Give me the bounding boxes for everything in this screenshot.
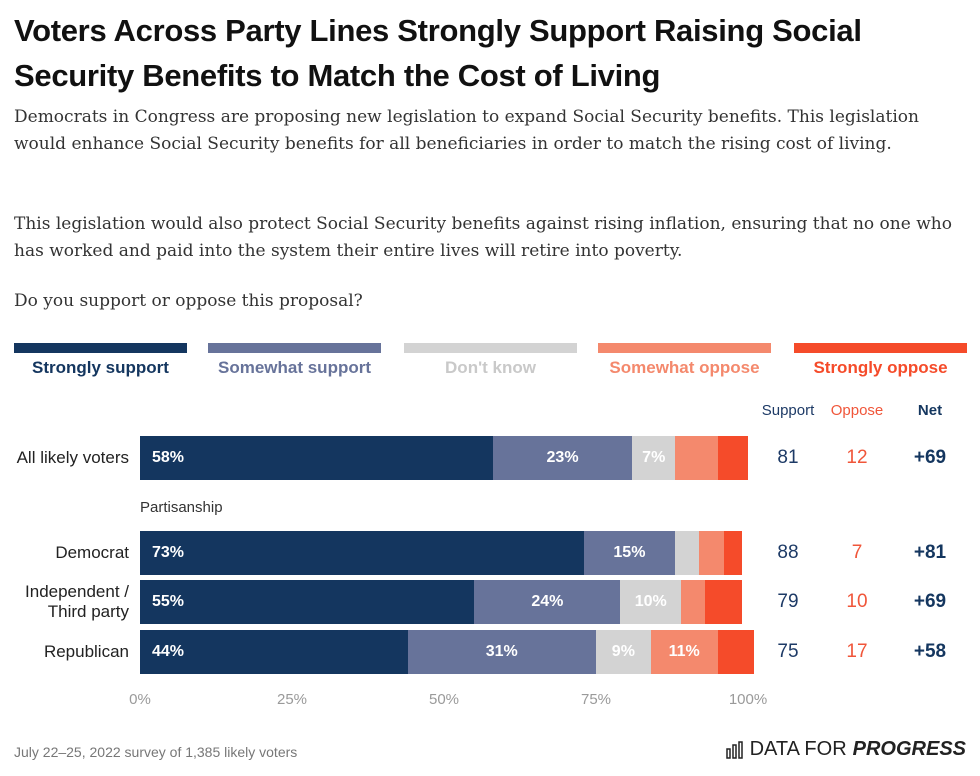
- legend-label: Somewhat support: [217, 358, 371, 377]
- bar-segment: [140, 630, 408, 674]
- oppose-value: 17: [846, 641, 868, 662]
- column-header: Support: [761, 402, 815, 419]
- oppose-value: 7: [851, 542, 863, 563]
- net-value: +81: [913, 542, 947, 563]
- x-tick-label: 25%: [276, 691, 308, 708]
- bar-segment: [140, 531, 584, 575]
- bar-segment: [492, 436, 633, 480]
- bar-segment: [717, 436, 748, 480]
- value-label: 31%: [485, 643, 518, 660]
- oppose-value: 12: [846, 447, 868, 468]
- chart-title: Voters Across Party Lines Strongly Suppo…: [14, 13, 862, 93]
- column-header: Net: [917, 402, 943, 419]
- bar-segment: [474, 580, 621, 624]
- value-label: 10%: [634, 593, 667, 610]
- legend-swatch: [794, 343, 967, 353]
- net-value: +58: [913, 641, 947, 662]
- legend-label: Don't know: [445, 358, 536, 377]
- bar-segment: [650, 630, 718, 674]
- bar-segment: [140, 436, 493, 480]
- legend-swatch: [598, 343, 771, 353]
- value-label: 58%: [152, 449, 185, 466]
- bar-segment: [705, 580, 742, 624]
- oppose-value: 10: [846, 591, 868, 612]
- x-tick-label: 75%: [580, 691, 612, 708]
- category-label: Independent / Third party: [25, 582, 129, 621]
- value-label: 24%: [531, 593, 564, 610]
- legend-label: Somewhat oppose: [609, 358, 760, 377]
- legend-swatch: [14, 343, 187, 353]
- legend-label: Strongly oppose: [813, 358, 948, 377]
- value-label: 15%: [613, 544, 646, 561]
- bar-segment: [632, 436, 676, 480]
- bar-segment: [723, 531, 742, 575]
- net-value: +69: [913, 591, 947, 612]
- bar-segment: [583, 531, 676, 575]
- brand: DATA FOR PROGRESS: [725, 738, 966, 761]
- bar-segment: [675, 531, 700, 575]
- x-tick-label: 100%: [728, 691, 768, 708]
- bar-segment: [596, 630, 651, 674]
- brand-text: DATA FOR: [749, 738, 847, 760]
- bar-segment: [675, 436, 718, 480]
- net-value: +69: [913, 447, 947, 468]
- bar-segment: [717, 630, 755, 674]
- footnote: July 22–25, 2022 survey of 1,385 likely …: [14, 744, 298, 760]
- category-label: All likely voters: [16, 448, 129, 467]
- x-tick-label: 0%: [129, 691, 151, 708]
- subtitle: Democrats in Congress are proposing new …: [14, 107, 919, 154]
- legend-label: Strongly support: [32, 358, 169, 377]
- bar-segment: [681, 580, 706, 624]
- legend-swatch: [404, 343, 577, 353]
- category-label: Republican: [43, 642, 129, 661]
- value-label: 9%: [611, 643, 635, 660]
- brand-text: PROGRESS: [852, 738, 966, 760]
- subtitle: Do you support or oppose this proposal?: [14, 291, 363, 311]
- category-label: Democrat: [55, 543, 129, 562]
- value-label: 44%: [152, 643, 185, 660]
- support-value: 81: [777, 447, 799, 468]
- brand-icon: [725, 740, 743, 759]
- support-value: 75: [777, 641, 799, 662]
- group-label: Partisanship: [140, 499, 223, 516]
- support-value: 79: [777, 591, 799, 612]
- subtitle: This legislation would also protect Soci…: [14, 214, 952, 261]
- value-label: 7%: [642, 449, 666, 466]
- column-header: Oppose: [830, 402, 884, 419]
- support-value: 88: [777, 542, 799, 563]
- x-tick-label: 50%: [428, 691, 460, 708]
- value-label: 11%: [668, 643, 700, 660]
- value-label: 73%: [152, 544, 185, 561]
- bar-segment: [140, 580, 475, 624]
- value-label: 23%: [546, 449, 579, 466]
- legend-swatch: [208, 343, 381, 353]
- value-label: 55%: [152, 593, 185, 610]
- bar-segment: [407, 630, 596, 674]
- bar-segment: [620, 580, 682, 624]
- bar-segment: [699, 531, 724, 575]
